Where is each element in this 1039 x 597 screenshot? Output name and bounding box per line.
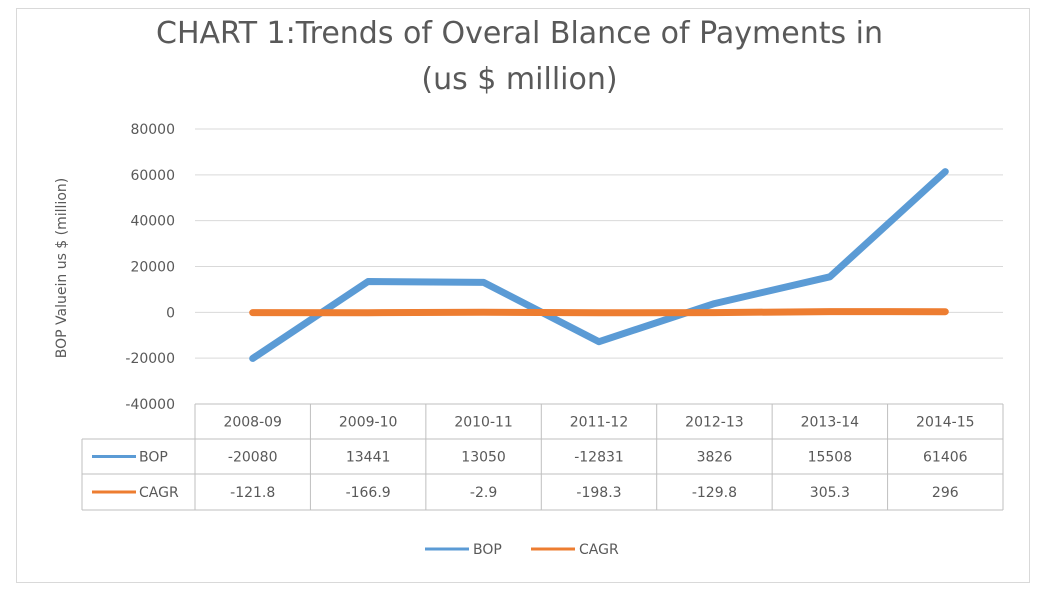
chart-title-line-1: CHART 1:Trends of Overal Blance of Payme… <box>156 16 883 51</box>
table-cell-value: 13050 <box>461 450 506 466</box>
y-tick-label: -20000 <box>125 351 175 367</box>
legend: BOP CAGR <box>425 542 619 558</box>
x-category-label: 2011-12 <box>570 415 629 431</box>
table-series-name: CAGR <box>139 485 179 501</box>
x-category-label: 2012-13 <box>685 415 744 431</box>
table-series-name: BOP <box>139 450 168 466</box>
x-category-label: 2009-10 <box>339 415 398 431</box>
legend-label: BOP <box>473 542 502 558</box>
table-cell-value: 61406 <box>923 450 968 466</box>
series-line-cagr <box>249 308 949 317</box>
table-cell-value: 15508 <box>808 450 853 466</box>
table-cell-value: -2.9 <box>470 485 497 501</box>
table-cell-value: 296 <box>932 485 959 501</box>
y-tick-label: -40000 <box>125 397 175 413</box>
y-axis-ticks: 80000 60000 40000 20000 0 -20000 -40000 <box>125 122 175 413</box>
table-cell-value: 305.3 <box>810 485 850 501</box>
gridlines <box>195 128 1003 359</box>
y-tick-label: 20000 <box>130 260 175 276</box>
chart-frame <box>16 8 1030 583</box>
table-cell-value: -198.3 <box>576 485 621 501</box>
x-category-label: 2010-11 <box>454 415 513 431</box>
x-category-label: 2014-15 <box>916 415 975 431</box>
y-tick-label: 40000 <box>130 214 175 230</box>
y-tick-label: 80000 <box>130 122 175 138</box>
table-cell-value: -166.9 <box>346 485 391 501</box>
table-cell-value: 13441 <box>346 450 391 466</box>
x-category-label: 2013-14 <box>801 415 860 431</box>
table-cell-value: -20080 <box>228 450 278 466</box>
table-cell-value: 3826 <box>697 450 733 466</box>
table-cell-value: -12831 <box>574 450 624 466</box>
x-category-label: 2008-09 <box>223 415 282 431</box>
chart-title-line-2: (us $ million) <box>421 62 618 97</box>
data-table: 2008-09 2009-10 2010-11 2011-12 2012-13 2013-… <box>81 403 1004 511</box>
y-axis-label: BOP Valuein us $ (million) <box>54 178 70 358</box>
table-cell-value: -129.8 <box>692 485 737 501</box>
table-cell-value: -121.8 <box>230 485 275 501</box>
legend-label: CAGR <box>579 542 619 558</box>
series-line-bop <box>249 168 949 362</box>
series-lines <box>249 168 949 362</box>
y-tick-label: 0 <box>166 305 175 321</box>
y-tick-label: 60000 <box>130 168 175 184</box>
